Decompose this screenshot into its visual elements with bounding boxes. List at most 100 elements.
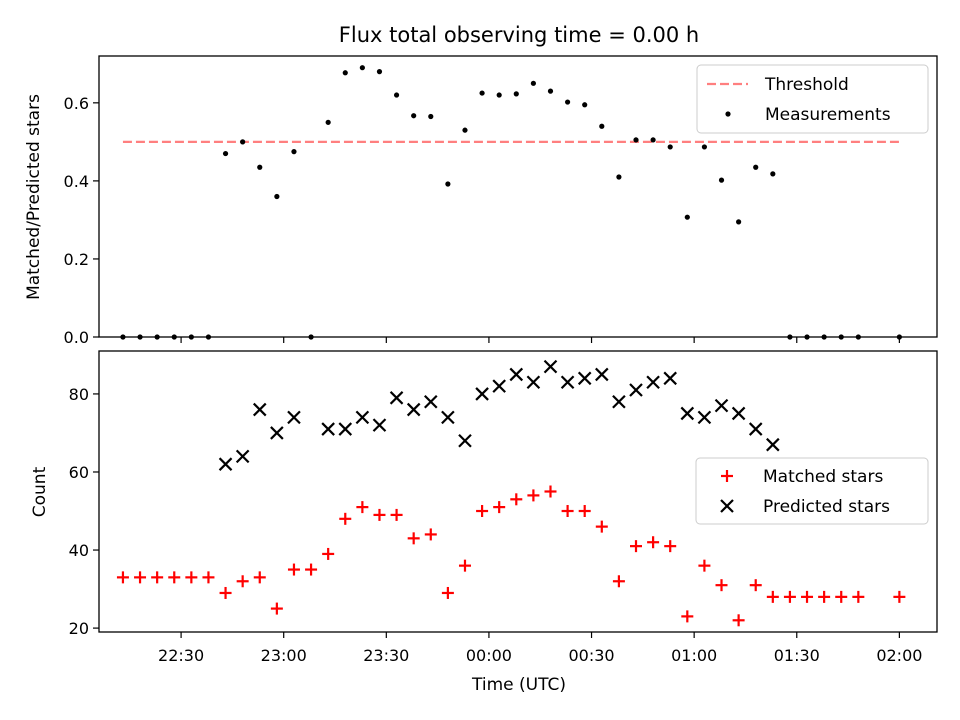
y-tick-label: 0.0 — [64, 328, 89, 347]
matched-star-point — [390, 508, 403, 521]
measurement-point — [257, 164, 263, 170]
predicted-star-point — [252, 402, 267, 417]
predicted-star-point — [218, 457, 233, 471]
matched-star-point — [852, 590, 865, 603]
measurement-point — [667, 144, 673, 150]
matched-stars-series — [116, 485, 906, 627]
measurement-point — [547, 88, 554, 94]
predicted-star-point — [543, 359, 558, 374]
legend-predicted-swatch — [720, 499, 734, 513]
predicted-star-point — [235, 449, 250, 464]
matched-star-point — [236, 575, 249, 588]
y-tick-label: 0.4 — [64, 172, 89, 191]
measurement-point — [599, 123, 605, 129]
predicted-star-point — [270, 426, 284, 440]
measurement-point — [616, 174, 622, 180]
y-tick-label: 80 — [69, 385, 89, 404]
matched-star-point — [595, 520, 608, 533]
measurement-point — [376, 69, 383, 75]
legend-threshold-label: Threshold — [764, 75, 849, 95]
matched-star-point — [527, 489, 540, 502]
top-legend-box — [696, 64, 929, 134]
predicted-star-point — [424, 394, 438, 409]
measurement-point — [393, 92, 400, 98]
matched-star-point — [630, 540, 643, 553]
top-legend: Threshold Measurements — [696, 64, 929, 134]
x-tick-label: 23:30 — [363, 646, 409, 665]
matched-star-point — [287, 563, 300, 576]
predicted-star-point — [321, 422, 335, 436]
measurement-point — [770, 171, 776, 177]
bottom-plot-frame — [98, 350, 938, 633]
predicted-star-point — [748, 422, 763, 436]
predicted-star-point — [406, 402, 421, 417]
matched-star-point — [151, 571, 164, 584]
matched-star-point — [373, 508, 386, 521]
legend-measurements-label: Measurements — [765, 105, 891, 125]
matched-star-point — [185, 571, 198, 584]
measurement-point — [736, 219, 742, 225]
matched-star-point — [510, 493, 523, 506]
matched-star-point — [305, 563, 318, 576]
legend-predicted-label: Predicted stars — [763, 497, 890, 517]
bottom-y-axis-ticks: 20 40 60 80 — [69, 385, 99, 638]
bottom-y-axis-label: Count — [30, 466, 50, 517]
measurement-point — [274, 193, 280, 200]
matched-star-point — [322, 547, 335, 560]
top-plot-frame — [98, 55, 938, 338]
matched-star-point — [219, 586, 232, 599]
matched-star-point — [612, 575, 625, 588]
predicted-star-point — [680, 406, 695, 421]
matched-star-point — [664, 540, 677, 553]
top-chart-title: Flux total observing time = 0.00 h — [339, 23, 699, 47]
predicted-star-point — [355, 410, 370, 425]
predicted-star-point — [646, 375, 660, 390]
measurement-point — [291, 149, 297, 155]
measurement-point — [462, 127, 468, 133]
top-y-axis-label: Matched/Predicted stars — [24, 94, 44, 300]
bottom-x-axis-ticks: 22:30 23:00 23:30 00:00 00:30 01:00 01:30 02:00 — [158, 632, 922, 665]
measurement-point — [650, 137, 656, 143]
top-x-axis-ticks — [180, 337, 900, 343]
matched-star-point — [458, 559, 471, 572]
measurement-point — [633, 137, 639, 143]
legend-matched-label: Matched stars — [763, 467, 883, 487]
matched-star-point — [476, 505, 489, 518]
predicted-star-point — [338, 422, 353, 436]
matched-star-point — [561, 505, 574, 518]
top-panel: 0.0 0.2 0.4 0.6 Matched/Predicted stars Thr… — [24, 55, 938, 347]
matched-star-point — [116, 571, 129, 584]
measurement-point — [718, 177, 725, 183]
measurement-point — [325, 119, 331, 125]
bottom-x-axis-label: Time (UTC) — [471, 675, 566, 695]
predicted-star-point — [560, 375, 575, 390]
predicted-star-point — [577, 371, 592, 386]
measurement-point — [513, 91, 519, 97]
predicted-star-point — [389, 391, 404, 405]
predicted-star-point — [441, 410, 455, 425]
legend-x-marker — [720, 499, 734, 513]
matched-star-point — [749, 579, 762, 592]
matched-star-point — [493, 501, 506, 514]
predicted-star-point — [629, 383, 643, 397]
predicted-star-point — [509, 367, 524, 382]
measurement-point — [342, 70, 348, 76]
matched-star-point — [202, 571, 215, 584]
measurement-point — [411, 113, 417, 119]
predicted-star-point — [714, 398, 729, 413]
y-tick-label: 20 — [69, 619, 89, 638]
predicted-star-point — [475, 387, 489, 401]
matched-star-point — [544, 485, 557, 498]
matched-star-point — [818, 590, 831, 603]
predicted-star-point — [595, 367, 609, 382]
top-y-axis-ticks: 0.0 0.2 0.4 0.6 — [64, 94, 99, 347]
matched-star-point — [835, 590, 848, 603]
measurement-point — [240, 139, 246, 145]
matched-star-point — [698, 559, 711, 572]
measurement-point — [496, 92, 502, 98]
x-tick-label: 01:30 — [774, 646, 820, 665]
x-tick-label: 02:00 — [876, 646, 922, 665]
y-tick-label: 0.2 — [64, 250, 89, 269]
measurement-point — [359, 65, 365, 71]
